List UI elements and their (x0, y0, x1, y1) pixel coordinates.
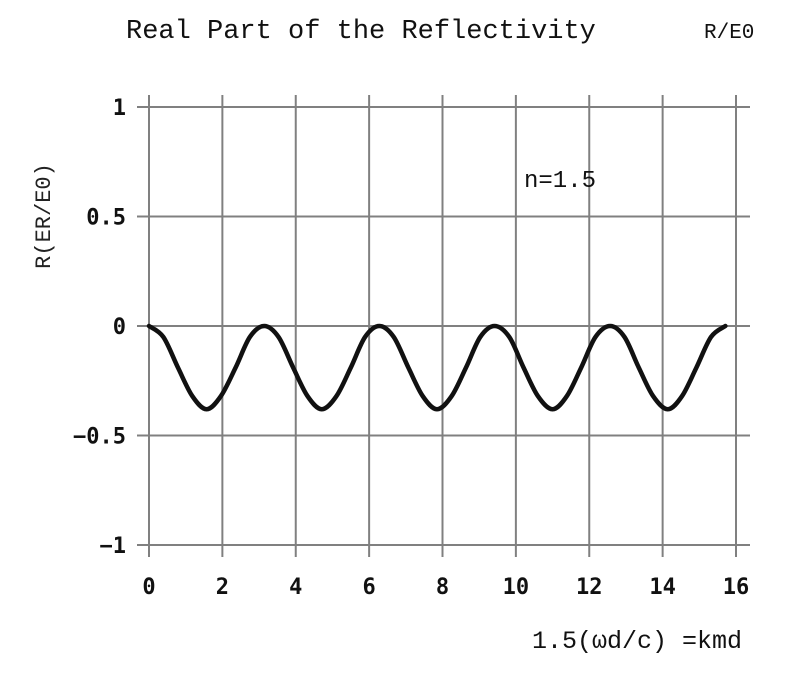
y-tick-label: 1 (113, 96, 126, 121)
series-line (146, 323, 728, 412)
x-tick-label: 14 (649, 575, 676, 600)
x-tick-label: 16 (723, 575, 750, 600)
series-layer (146, 323, 728, 412)
x-tick-label: 2 (216, 575, 229, 600)
x-tick-label: 10 (503, 575, 530, 600)
annotation-label: n=1.5 (524, 168, 596, 195)
x-tick-label: 6 (363, 575, 376, 600)
grid (137, 95, 750, 557)
x-axis-label: 1.5(ωd/c) =kmd (532, 627, 742, 656)
chart-title: Real Part of the Reflectivity (126, 17, 596, 47)
chart-title-suffix: R/E0 (704, 22, 754, 45)
tick-labels: 0 2 4 6 8 10 12 14 16 1 0.5 0 −0.5 −1 (73, 96, 749, 600)
y-tick-label: −1 (100, 534, 127, 559)
x-tick-label: 4 (289, 575, 302, 600)
y-tick-label: −0.5 (73, 425, 126, 450)
x-tick-label: 12 (576, 575, 603, 600)
y-tick-label: 0.5 (86, 206, 126, 231)
x-tick-label: 0 (142, 575, 155, 600)
y-tick-label: 0 (113, 315, 126, 340)
x-tick-label: 8 (436, 575, 449, 600)
y-axis-label: R(ER/E0) (32, 163, 57, 269)
